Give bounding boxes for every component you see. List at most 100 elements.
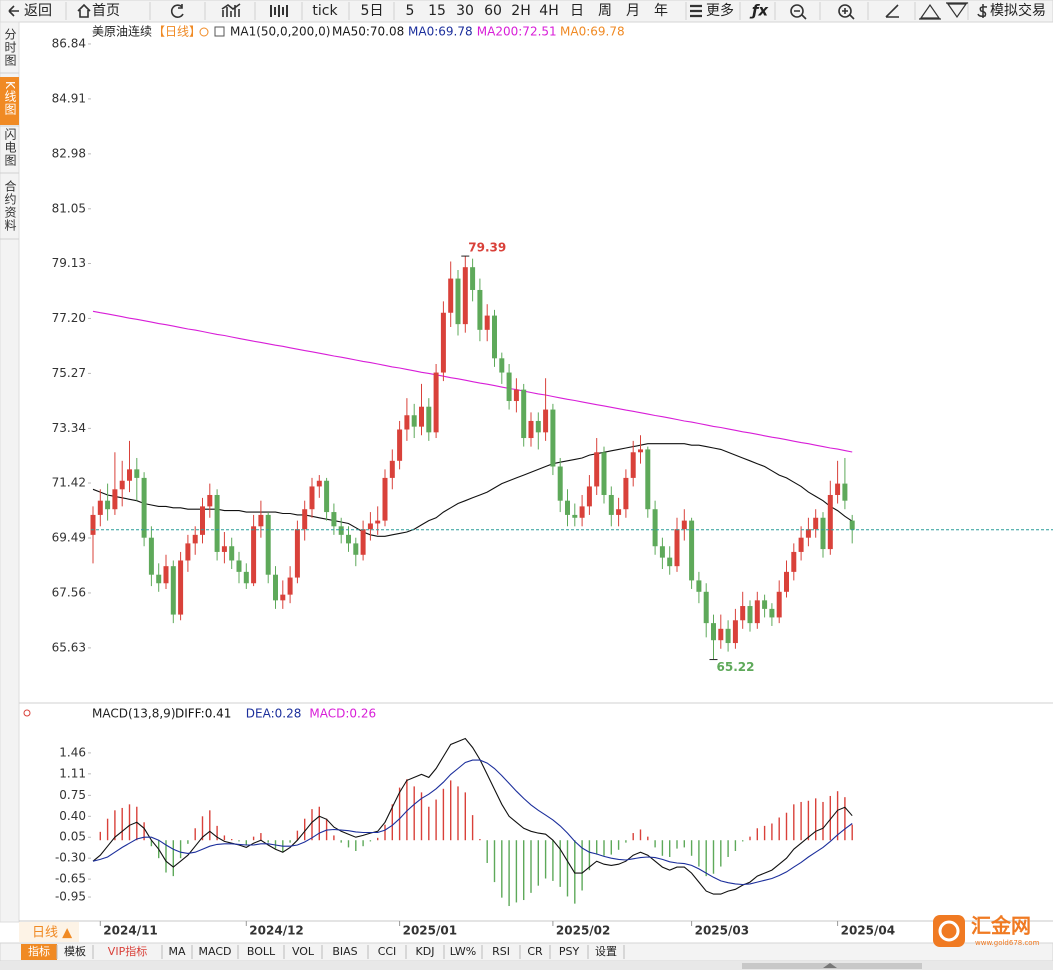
candle-body [170, 566, 176, 615]
side-bar [0, 21, 20, 923]
candle-body [302, 509, 308, 530]
macd-icon[interactable] [23, 709, 31, 717]
period-tab[interactable] [19, 922, 79, 942]
toolbar-button[interactable]: 更多 [706, 2, 734, 19]
y-tick-label: 71.42 [52, 476, 86, 490]
back-icon[interactable] [8, 5, 19, 17]
candle-body [565, 500, 570, 515]
toolbar-button[interactable]: 2H [511, 3, 530, 19]
candle-body [185, 543, 191, 561]
candle-body [353, 543, 359, 555]
candle-body [827, 494, 833, 550]
candle-body [711, 623, 716, 641]
y-tick-label: 86.84 [52, 36, 86, 50]
macd-tick-label: -0.95 [55, 890, 86, 904]
candle-body [192, 534, 198, 544]
indicator-tab[interactable]: CR [527, 945, 543, 958]
toolbar-button[interactable]: 15 [428, 3, 446, 19]
logo-url: www.gold678.com [975, 939, 1040, 947]
candle-body [732, 620, 738, 644]
side-tab[interactable]: 合约资料 [3, 179, 17, 232]
toolbar-button[interactable]: 4H [539, 3, 558, 19]
indicator-tab[interactable]: 设置 [595, 945, 617, 958]
indicator-icon[interactable] [214, 26, 225, 37]
candle-body [499, 358, 505, 373]
toolbar-button[interactable]: 30 [456, 3, 474, 19]
candle-body [105, 500, 111, 510]
candle-body [375, 520, 381, 524]
candle-body [630, 452, 636, 478]
toolbar-button[interactable]: 模拟交易 [990, 2, 1046, 19]
candle-body [280, 594, 286, 601]
toolbar-button[interactable]: 首页 [92, 3, 120, 19]
toolbar-button[interactable]: 60 [484, 3, 502, 19]
candle-body [440, 312, 446, 373]
logo: 汇金网 www.gold678.com [933, 914, 1040, 947]
toolbar-button[interactable]: 月 [626, 3, 640, 19]
indicator-tab[interactable]: VIP指标 [108, 944, 147, 958]
toolbar-button[interactable]: 周 [598, 3, 612, 19]
candle-body [389, 460, 395, 478]
legend-item: MA0:69.78 [560, 25, 625, 39]
dollar-icon[interactable] [977, 4, 988, 18]
candle-body [258, 514, 264, 527]
macd-tick-label: -0.30 [55, 851, 86, 865]
draw-icon[interactable] [885, 4, 899, 18]
more-icon[interactable] [690, 4, 702, 18]
candle-body [419, 406, 424, 427]
toolbar-button[interactable]: 5 [406, 3, 415, 19]
candle-body [725, 628, 731, 644]
fx-icon[interactable]: ƒx [749, 2, 770, 20]
home-icon[interactable] [77, 3, 91, 18]
indicator-tab[interactable]: 指标 [28, 944, 50, 958]
candle-body [346, 534, 351, 544]
candle-body [112, 489, 118, 510]
candle-body [141, 477, 147, 538]
macd-tick-label: 1.46 [59, 745, 86, 759]
side-tab[interactable]: 闪电图 [3, 128, 17, 167]
candle-body [784, 571, 789, 592]
toolbar-button[interactable]: 5日 [361, 3, 384, 19]
candle-body [294, 529, 300, 578]
candle-body [178, 560, 184, 615]
indicator-tab[interactable]: VOL [292, 945, 315, 958]
macd-tick-label: -0.65 [55, 872, 86, 886]
indicator-tab[interactable]: KDJ [416, 945, 435, 958]
candle-body [762, 600, 768, 609]
indicator-tab[interactable]: LW% [450, 945, 476, 958]
refresh-icon[interactable] [170, 4, 184, 18]
candle-body [754, 600, 760, 624]
toolbar [0, 0, 1053, 23]
indicator-tab[interactable]: RSI [492, 945, 510, 958]
zoom-in-icon[interactable] [838, 4, 855, 20]
up-tri-icon[interactable] [919, 3, 941, 20]
candle-body [849, 520, 855, 530]
candle-body [433, 372, 439, 433]
candle-icon[interactable] [270, 5, 288, 17]
indicator-tab[interactable]: CCI [378, 945, 397, 958]
candle-body [572, 514, 578, 518]
ma-line [92, 443, 853, 537]
indicator-tab[interactable]: BIAS [332, 945, 357, 958]
toolbar-button[interactable]: 年 [654, 3, 668, 19]
toolbar-button[interactable]: 返回 [24, 3, 52, 19]
candle-body [265, 514, 271, 575]
candle-body [207, 494, 213, 507]
zoom-out-icon[interactable] [790, 4, 807, 20]
side-tab[interactable]: K线图 [3, 81, 17, 116]
indicator-tab[interactable]: PSY [559, 945, 580, 958]
settings-icon[interactable] [199, 27, 209, 37]
down-tri-icon[interactable] [946, 2, 968, 19]
toolbar-button[interactable]: tick [312, 3, 338, 19]
indicator-tab[interactable]: BOLL [247, 945, 276, 958]
toolbar-button[interactable]: 日 [570, 3, 584, 19]
candle-body [608, 494, 614, 515]
chart-icon[interactable] [221, 3, 241, 17]
indicator-tab[interactable]: 模板 [64, 944, 86, 958]
candle-body [659, 546, 665, 558]
side-tab[interactable]: 分时图 [3, 28, 17, 67]
indicator-tab[interactable]: MACD [199, 945, 232, 958]
indicator-tab[interactable]: MA [168, 945, 185, 958]
candle-body [236, 560, 242, 572]
candle-body [331, 512, 337, 527]
